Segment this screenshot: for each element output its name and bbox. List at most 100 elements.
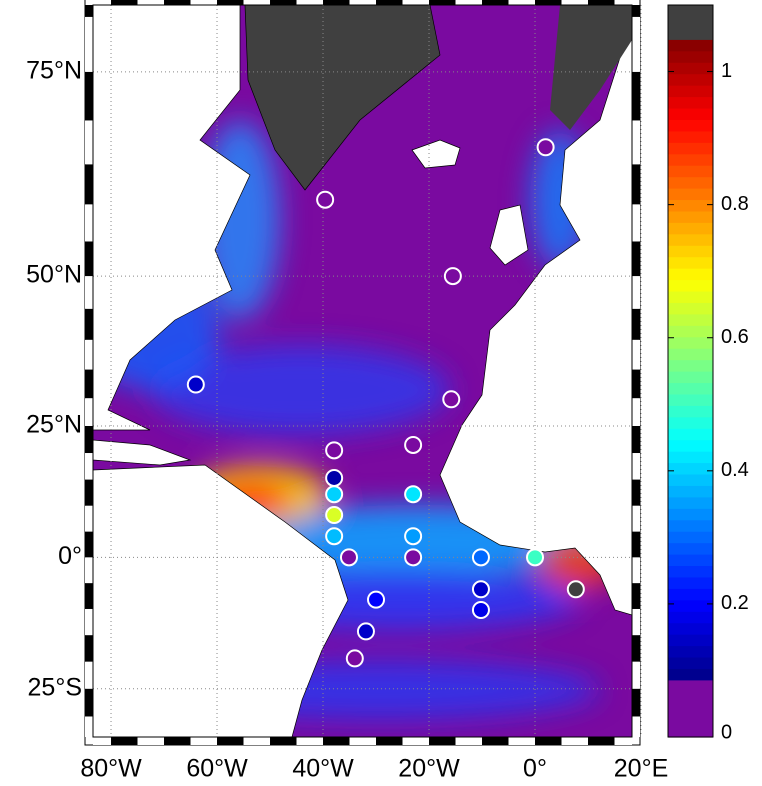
frame-segment: [632, 398, 640, 426]
frame-segment: [111, 737, 138, 745]
colorbar-step: [668, 451, 713, 464]
colorbar-step: [668, 725, 713, 738]
frame-segment: [376, 737, 403, 745]
frame-segment: [402, 0, 430, 5]
frame-segment: [243, 0, 271, 5]
plot-border: [92, 4, 633, 738]
frame-segment: [508, 737, 536, 745]
colorbar-tick-label: 0.2: [721, 592, 749, 614]
frame-segment: [632, 505, 640, 532]
axes-labels: 80°W 60°W 40°W 20°W 0° 20°E 25°S 0° 25°N 50°N 75°N: [26, 56, 668, 782]
colorbar-step: [668, 611, 713, 624]
frame-segment: [632, 425, 640, 454]
station-marker: [471, 548, 490, 567]
station-marker: [367, 590, 386, 609]
colorbar-step: [668, 142, 713, 155]
station-marker: [325, 468, 344, 487]
frame-segment: [85, 241, 93, 277]
frame-segment: [588, 0, 615, 5]
frame-segment: [270, 737, 297, 745]
colorbar-step: [668, 5, 713, 18]
colorbar-step: [668, 656, 713, 669]
y-tick-label: 0°: [58, 542, 82, 570]
frame-segment: [632, 339, 640, 370]
colorbar-step: [668, 714, 713, 727]
station-marker: [325, 506, 344, 525]
colorbar-step: [668, 16, 713, 29]
colorbar-step: [668, 290, 713, 303]
land-europe-africa: [439, 19, 632, 616]
frame-segment: [632, 635, 640, 662]
frame-segment: [85, 688, 93, 717]
colorbar-step: [668, 531, 713, 544]
station-marker: [526, 548, 545, 567]
colorbar-step: [668, 176, 713, 189]
station-marker: [442, 390, 461, 409]
frame-segment: [535, 737, 562, 745]
frame-segment: [632, 583, 640, 609]
frame-segment: [632, 453, 640, 480]
x-tick-label: 20°W: [398, 755, 460, 783]
frame-segment: [296, 737, 324, 745]
x-tick-label: 60°W: [186, 755, 248, 783]
colorbar-step: [668, 119, 713, 132]
frame-segment: [508, 0, 536, 5]
frame-segment: [429, 737, 456, 745]
colorbar-step: [668, 188, 713, 201]
frame-segment: [632, 531, 640, 558]
colorbar-step: [668, 542, 713, 555]
y-tick-label: 25°N: [26, 411, 82, 439]
frame-segment: [85, 204, 93, 242]
colorbar-border: [667, 4, 714, 738]
station-marker: [404, 548, 423, 567]
colorbar-step: [668, 245, 713, 258]
frame-segment: [535, 0, 562, 5]
frame-segment: [588, 737, 615, 745]
land-greenland: [244, 5, 441, 191]
frame-segment: [482, 0, 509, 5]
frame-segment: [190, 0, 218, 5]
frame-segment: [85, 425, 93, 454]
frame-segment: [632, 608, 640, 636]
colorbar-step: [668, 679, 713, 692]
frame-segment: [349, 737, 377, 745]
frame-segment: [85, 608, 93, 636]
frame-segment: [455, 737, 483, 745]
colorbar-step: [668, 222, 713, 235]
colorbar-step: [668, 405, 713, 418]
frame-segment: [164, 0, 191, 5]
colorbar-step: [668, 130, 713, 143]
colorbar-step: [668, 153, 713, 166]
colorbar-step: [668, 554, 713, 567]
station-marker: [471, 601, 490, 620]
frame-segment: [190, 737, 218, 745]
colorbar-step: [668, 348, 713, 361]
station-marker: [536, 138, 555, 157]
station-marker: [325, 485, 344, 504]
frame-segment: [632, 241, 640, 277]
frame-segment: [632, 308, 640, 340]
colorbar-step: [668, 645, 713, 658]
land-south-america: [93, 464, 349, 737]
station-marker: [325, 441, 344, 460]
y-tick-label: 25°S: [28, 673, 82, 701]
station-marker: [566, 580, 585, 599]
frame-segment: [243, 737, 271, 745]
frame-segment: [85, 531, 93, 558]
station-marker: [316, 190, 335, 209]
frame-segment: [85, 164, 93, 205]
colorbar-tick-label: 0: [721, 721, 732, 743]
station-marker: [356, 622, 375, 641]
frame-segment: [85, 479, 93, 506]
frame-segment: [296, 0, 324, 5]
colorbar-step: [668, 668, 713, 681]
colorbar-step: [668, 199, 713, 212]
colorbar-step: [668, 439, 713, 452]
colorbar-step: [668, 462, 713, 475]
frame-segment: [323, 0, 350, 5]
frame-segment: [632, 369, 640, 399]
frame-segment: [561, 0, 589, 5]
colorbar-step: [668, 382, 713, 395]
colorbar-step: [668, 576, 713, 589]
frame-segment: [632, 120, 640, 165]
